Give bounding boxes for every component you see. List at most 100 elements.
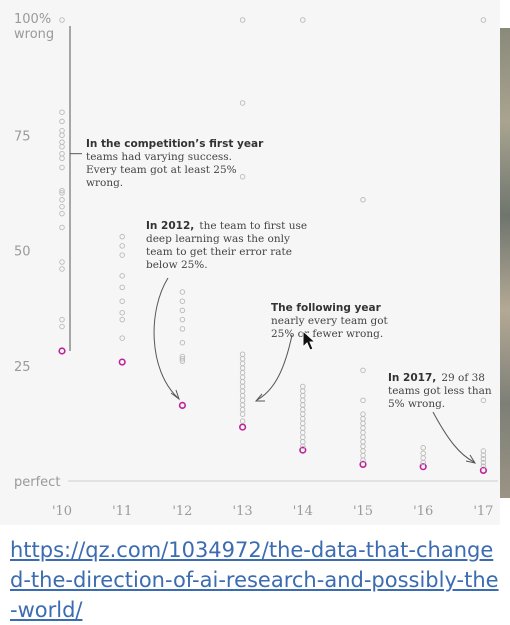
x-tick-label: '10 [52, 504, 72, 519]
team-point [59, 155, 65, 162]
team-point [59, 210, 65, 217]
team-point [239, 388, 246, 394]
team-point [300, 416, 306, 422]
best-team-point [118, 358, 126, 366]
team-point [59, 224, 65, 231]
team-point [300, 392, 306, 399]
y-tick-label: 50 [14, 245, 31, 260]
team-point [59, 190, 65, 196]
team-point [420, 450, 426, 457]
team-point [239, 392, 246, 399]
arrow-2013-head [254, 393, 265, 402]
team-point [59, 127, 65, 134]
team-point [119, 316, 125, 323]
team-point [119, 233, 125, 240]
team-point [59, 164, 65, 171]
team-point [119, 298, 125, 304]
best-team-point [419, 463, 427, 471]
team-point [239, 17, 246, 23]
team-point [239, 365, 246, 371]
team-point [480, 397, 487, 404]
mouse-pointer-icon [302, 330, 317, 351]
photo-strip-edge [500, 28, 510, 498]
team-point [179, 316, 186, 323]
x-tick-label: '16 [413, 504, 433, 519]
team-point [480, 463, 487, 469]
x-tick-labels: '10 '11 '12 '13 '14 '15 '16 '17 [52, 504, 494, 519]
team-point [360, 397, 366, 404]
team-point [360, 420, 366, 427]
best-team-point [299, 446, 307, 454]
team-point [300, 429, 306, 436]
team-point [179, 289, 186, 295]
annotation-arrows [153, 277, 477, 464]
team-point [300, 406, 306, 413]
team-point [360, 443, 366, 450]
team-point [179, 339, 186, 346]
team-point [119, 243, 125, 249]
annotation-following-year: The following year nearly every team got… [271, 296, 393, 340]
team-point [59, 187, 65, 194]
team-point [59, 150, 65, 157]
y-tick-labels: 100% wrong 75 50 25 perfect [14, 12, 60, 490]
team-point [480, 452, 487, 458]
team-point [239, 369, 246, 376]
team-point [480, 459, 487, 466]
team-point [300, 17, 306, 23]
chart-panel: 100% wrong 75 50 25 perfect '10'11'12'13'14'1… [14, 12, 498, 519]
team-point [179, 353, 186, 360]
best-team-point [479, 466, 488, 474]
source-link[interactable]: https://qz.com/1034972/the-data-that-cha… [10, 538, 499, 622]
team-point [59, 197, 65, 203]
team-point [239, 418, 246, 424]
team-point [239, 411, 246, 417]
x-tick-label: '15 [353, 504, 373, 519]
team-point [360, 416, 366, 422]
team-point [300, 402, 306, 408]
team-point [360, 411, 366, 417]
team-point [300, 383, 306, 390]
team-point [59, 132, 65, 138]
team-point [300, 425, 306, 431]
team-point [300, 434, 306, 440]
team-point [360, 367, 366, 374]
team-point [179, 356, 186, 362]
y-tick-label: 25 [14, 360, 31, 375]
team-point [59, 144, 65, 150]
team-point [480, 17, 487, 23]
team-point [239, 356, 246, 362]
team-point [59, 203, 65, 210]
team-point [239, 374, 246, 381]
team-point [239, 406, 246, 413]
team-point [300, 411, 306, 417]
team-point [239, 351, 246, 357]
team-point [119, 309, 125, 316]
x-tick-label: '12 [172, 504, 192, 519]
arrow-2012-head [170, 389, 180, 401]
arrow-2017 [432, 411, 475, 463]
team-point [239, 379, 246, 385]
team-point [239, 100, 246, 106]
team-point [179, 307, 186, 314]
team-point [420, 445, 426, 451]
team-point [119, 273, 125, 279]
team-point [360, 434, 366, 440]
y-tick-label: 100% wrong [14, 12, 54, 42]
team-point [239, 402, 246, 408]
team-point [360, 425, 366, 431]
team-point [179, 326, 186, 332]
team-point [300, 439, 306, 445]
team-point [360, 429, 366, 436]
best-team-point [239, 423, 247, 431]
arrow-2017-head [465, 454, 477, 464]
team-point [59, 323, 65, 330]
team-point [59, 17, 65, 23]
team-point [360, 197, 366, 203]
first-year-range [69, 26, 82, 351]
annotation-first-year: In the competition’s first year teams ha… [86, 132, 268, 189]
team-point [59, 266, 65, 272]
team-point [300, 388, 306, 394]
x-tick-label: '14 [293, 504, 313, 519]
team-point [480, 448, 487, 454]
annotation-2012: In 2012, the team to first use deep lear… [146, 214, 312, 271]
